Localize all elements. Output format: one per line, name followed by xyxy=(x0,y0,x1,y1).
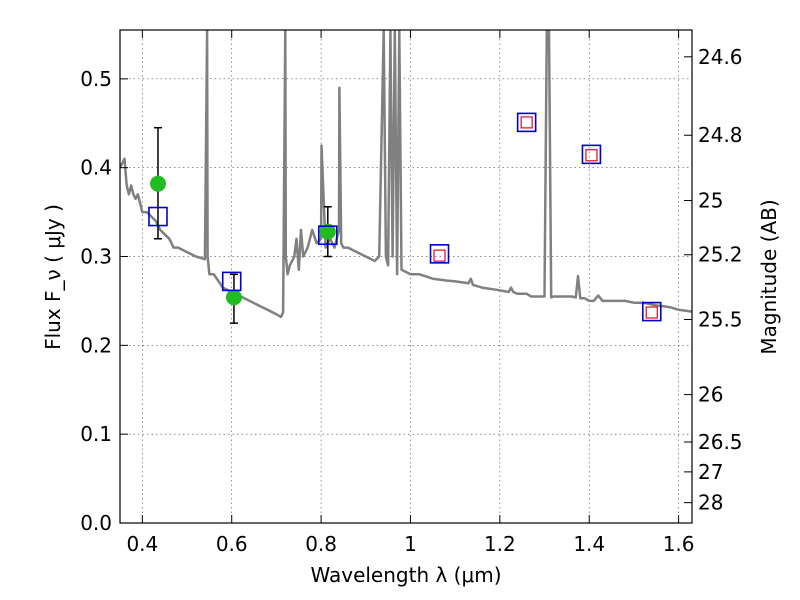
x-tick-label: 0.6 xyxy=(216,532,248,556)
right-tick-label: 27 xyxy=(698,460,723,484)
right-tick-label: 25.2 xyxy=(698,243,743,267)
model-flux-square xyxy=(221,271,242,292)
model-flux-square xyxy=(641,301,662,322)
right-tick-label: 28 xyxy=(698,491,723,515)
right-tick-label: 25.5 xyxy=(698,308,743,332)
x-tick-label: 1 xyxy=(404,532,417,556)
right-tick-label: 26 xyxy=(698,383,723,407)
model-flux-square xyxy=(148,206,168,227)
x-axis: 0.4 0.6 0.8 1 1.2 1.4 1.6 xyxy=(126,30,695,556)
y-tick-label: 0.0 xyxy=(80,511,112,535)
x-tick-label: 1.2 xyxy=(484,532,516,556)
y-tick-label: 0.1 xyxy=(80,422,112,446)
x-axis-label: Wavelength λ (μm) xyxy=(310,563,501,587)
x-tick-label: 0.8 xyxy=(305,532,337,556)
grid-lines xyxy=(120,30,692,523)
observed-flux-point xyxy=(319,223,336,240)
y-tick-label: 0.3 xyxy=(80,245,112,269)
right-tick-label: 24.6 xyxy=(698,45,743,69)
model-flux-small-square xyxy=(585,149,598,162)
right-tick-label: 24.8 xyxy=(698,123,743,147)
y-axis: 0.0 0.1 0.2 0.3 0.4 0.5 xyxy=(80,67,128,535)
right-tick-label: 25 xyxy=(698,188,723,212)
right-axis: 24.6 24.8 25 25.2 25.5 26 26.5 27 28 xyxy=(684,45,743,515)
y-axis-label: Flux F_ν ( μJy ) xyxy=(41,204,65,350)
observed-flux-point xyxy=(149,175,166,192)
model-flux-square xyxy=(516,112,537,133)
model-flux-small-square xyxy=(433,249,446,262)
model-flux-square xyxy=(581,144,602,165)
model-flux-square xyxy=(317,225,338,245)
x-tick-label: 0.4 xyxy=(126,532,158,556)
model-spectrum xyxy=(120,30,692,319)
y-tick-label: 0.2 xyxy=(80,333,112,357)
right-axis-label: Magnitude (AB) xyxy=(757,199,781,354)
observed-flux-point xyxy=(225,289,242,306)
x-tick-label: 1.6 xyxy=(663,532,695,556)
y-tick-label: 0.4 xyxy=(80,156,112,180)
right-tick-label: 26.5 xyxy=(698,430,743,454)
plot-frame xyxy=(119,29,693,524)
model-flux-small-square xyxy=(520,116,533,129)
model-flux-square xyxy=(429,244,450,264)
model-flux-small-square xyxy=(645,306,658,319)
spectrum-line xyxy=(120,30,692,319)
x-tick-label: 1.4 xyxy=(573,532,605,556)
error-bars xyxy=(153,126,332,324)
y-tick-label: 0.5 xyxy=(80,67,112,91)
data-markers xyxy=(148,112,662,322)
